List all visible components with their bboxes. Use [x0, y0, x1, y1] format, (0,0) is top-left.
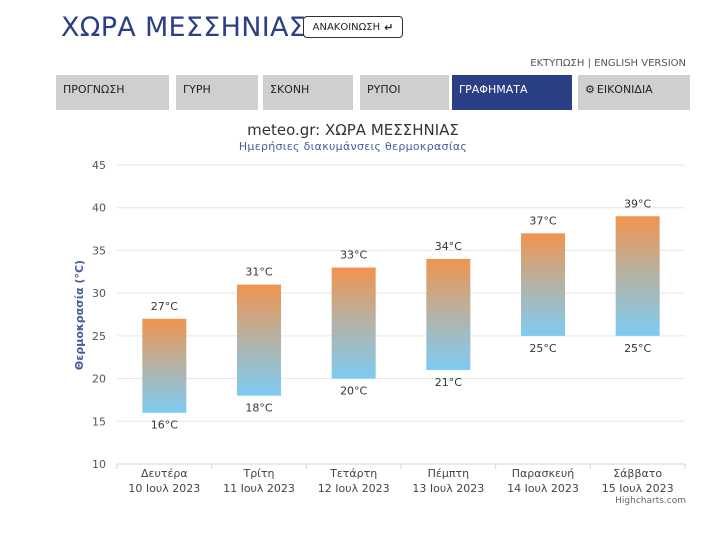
max-temp-label: 34°C — [435, 240, 462, 253]
y-tick-label: 25 — [92, 330, 106, 343]
y-tick-label: 45 — [92, 159, 106, 172]
min-temp-label: 25°C — [624, 342, 651, 355]
announcement-label: ΑΝΑΚΟΙΝΩΣΗ — [312, 21, 381, 33]
tab-label: ΓΥΡΗ — [183, 83, 211, 96]
page-title: ΧΩΡΑ ΜΕΣΣΗΝΙΑΣ — [61, 12, 307, 43]
min-temp-label: 21°C — [435, 376, 462, 389]
min-temp-label: 16°C — [151, 419, 178, 432]
tab-label: ΕΙΚΟΝΙΔΙΑ — [596, 83, 653, 96]
temperature-range-bar[interactable] — [615, 216, 660, 336]
top-links: ΕΚΤΥΠΩΣΗ | ENGLISH VERSION — [530, 58, 686, 69]
x-tick-date-label: 11 Ιουλ 2023 — [223, 482, 295, 495]
return-arrow-icon: ↵ — [384, 20, 394, 34]
max-temp-label: 37°C — [529, 214, 556, 227]
highcharts-credits[interactable]: Highcharts.com — [615, 496, 686, 506]
link-separator: | — [587, 58, 591, 69]
temperature-range-bar[interactable] — [521, 233, 565, 336]
english-version-link[interactable]: ENGLISH VERSION — [594, 58, 686, 69]
temperature-range-bar[interactable] — [331, 267, 376, 379]
y-tick-label: 10 — [92, 458, 106, 471]
x-tick-day-label: Τετάρτη — [329, 467, 377, 480]
main-tabs: ΠΡΟΓΝΩΣΗ ΓΥΡΗ ΣΚΟΝΗ ΡΥΠΟΙ ΓΡΑΦΗΜΑΤΑ ⚙ ΕΙΚ… — [56, 75, 690, 110]
tab-dust[interactable]: ΣΚΟΝΗ — [263, 75, 353, 110]
temperature-range-bar[interactable] — [237, 284, 281, 396]
temperature-range-bar[interactable] — [142, 318, 187, 413]
chart-title: meteo.gr: ΧΩΡΑ ΜΕΣΣΗΝΙΑΣ — [247, 121, 459, 139]
max-temp-label: 39°C — [624, 197, 651, 210]
y-tick-label: 20 — [92, 373, 106, 386]
x-tick-date-label: 13 Ιουλ 2023 — [412, 482, 484, 495]
max-temp-label: 31°C — [245, 266, 272, 279]
tab-label: ΠΡΟΓΝΩΣΗ — [63, 83, 125, 96]
y-tick-label: 30 — [92, 287, 106, 300]
x-tick-day-label: Παρασκευή — [512, 467, 575, 480]
chart-subtitle: Ημερήσιες διακυμάνσεις θερμοκρασίας — [238, 140, 468, 153]
temperature-chart: 10 15 20 25 30 35 40 45 27°C 16°C Δευτέρα 10 Ιουλ 2… — [73, 159, 686, 495]
y-tick-label: 35 — [92, 244, 106, 257]
y-tick-label: 15 — [92, 415, 106, 428]
tab-pollutants[interactable]: ΡΥΠΟΙ — [360, 75, 449, 110]
tab-charts[interactable]: ΓΡΑΦΗΜΑΤΑ — [452, 75, 572, 110]
x-tick-day-label: Σάββατο — [613, 467, 662, 480]
tab-forecast[interactable]: ΠΡΟΓΝΩΣΗ — [56, 75, 169, 110]
x-tick-date-label: 10 Ιουλ 2023 — [128, 482, 200, 495]
y-tick-label: 40 — [92, 202, 106, 215]
max-temp-label: 33°C — [340, 249, 367, 262]
x-tick-day-label: Τρίτη — [242, 467, 274, 480]
x-tick-date-label: 15 Ιουλ 2023 — [602, 482, 674, 495]
x-tick-day-label: Πέμπτη — [428, 467, 469, 480]
print-link[interactable]: ΕΚΤΥΠΩΣΗ — [530, 58, 585, 69]
tab-label: ΓΡΑΦΗΜΑΤΑ — [459, 83, 528, 96]
max-temp-label: 27°C — [151, 300, 178, 313]
min-temp-label: 20°C — [340, 385, 367, 398]
x-tick-day-label: Δευτέρα — [141, 467, 188, 480]
gear-icon: ⚙ — [585, 83, 595, 96]
tab-widgets[interactable]: ⚙ ΕΙΚΟΝΙΔΙΑ — [578, 75, 690, 110]
y-axis-label: Θερμοκρασία (°C) — [73, 260, 86, 370]
tab-label: ΣΚΟΝΗ — [270, 83, 310, 96]
announcement-button[interactable]: ΑΝΑΚΟΙΝΩΣΗ ↵ — [303, 16, 403, 38]
temperature-range-bar[interactable] — [426, 258, 471, 371]
min-temp-label: 25°C — [529, 342, 556, 355]
tab-pollen[interactable]: ΓΥΡΗ — [176, 75, 258, 110]
min-temp-label: 18°C — [245, 402, 272, 415]
tab-label: ΡΥΠΟΙ — [367, 83, 401, 96]
x-tick-date-label: 12 Ιουλ 2023 — [318, 482, 390, 495]
x-tick-date-label: 14 Ιουλ 2023 — [507, 482, 579, 495]
